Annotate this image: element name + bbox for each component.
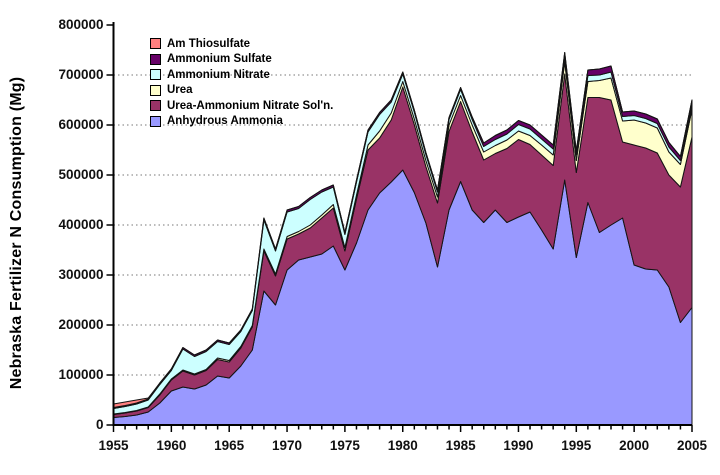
y-tick-label-700000: 700000 [58, 67, 104, 82]
legend-item-urea-ammonium-nitrate-sol-n: Urea-Ammonium Nitrate Sol'n. [150, 98, 333, 114]
legend: Am Thiosulfate Ammonium Sulfate Ammonium N… [150, 36, 333, 129]
x-tick-label-1970: 1970 [272, 438, 303, 453]
legend-swatch-anhydrous-ammonia [150, 115, 161, 127]
y-tick-label-500000: 500000 [58, 167, 104, 182]
legend-item-anhydrous-ammonia: Anhydrous Ammonia [150, 114, 333, 130]
legend-item-ammonium-sulfate: Ammonium Sulfate [150, 52, 333, 68]
x-tick-label-2000: 2000 [619, 438, 650, 453]
y-tick-label-0: 0 [95, 417, 104, 432]
x-tick-label-1995: 1995 [561, 438, 592, 453]
legend-label-urea-ammonium-nitrate-sol-n: Urea-Ammonium Nitrate Sol'n. [167, 99, 334, 112]
legend-swatch-ammonium-nitrate [150, 69, 161, 81]
legend-swatch-ammonium-sulfate [150, 53, 161, 65]
legend-label-ammonium-sulfate: Ammonium Sulfate [167, 53, 272, 66]
y-tick-label-400000: 400000 [58, 217, 104, 232]
legend-swatch-am-thiosulfate [150, 38, 161, 50]
x-tick-label-2005: 2005 [676, 438, 708, 453]
legend-label-ammonium-nitrate: Ammonium Nitrate [167, 68, 270, 81]
legend-item-urea: Urea [150, 83, 333, 99]
y-axis-title: Nebraska Fertilizer N Consumption (Mg) [8, 76, 25, 390]
legend-item-am-thiosulfate: Am Thiosulfate [150, 36, 333, 52]
x-tick-label-1965: 1965 [214, 438, 245, 453]
y-tick-label-200000: 200000 [58, 317, 104, 332]
y-tick-label-300000: 300000 [58, 267, 104, 282]
x-tick-label-1980: 1980 [387, 438, 418, 453]
x-tick-label-1990: 1990 [503, 438, 534, 453]
legend-swatch-urea [150, 84, 161, 96]
area-am-thiosulfate [113, 52, 693, 408]
x-tick-label-1985: 1985 [445, 438, 476, 453]
y-tick-label-100000: 100000 [58, 367, 104, 382]
legend-label-urea: Urea [167, 84, 193, 97]
x-tick-label-1955: 1955 [98, 438, 129, 453]
legend-label-am-thiosulfate: Am Thiosulfate [167, 37, 251, 50]
x-tick-label-1960: 1960 [156, 438, 187, 453]
legend-swatch-urea-ammonium-nitrate-sol-n [150, 100, 161, 112]
y-tick-label-800000: 800000 [58, 17, 104, 32]
legend-label-anhydrous-ammonia: Anhydrous Ammonia [167, 115, 283, 128]
legend-item-ammonium-nitrate: Ammonium Nitrate [150, 67, 333, 83]
y-tick-label-600000: 600000 [58, 117, 104, 132]
x-tick-label-1975: 1975 [329, 438, 360, 453]
